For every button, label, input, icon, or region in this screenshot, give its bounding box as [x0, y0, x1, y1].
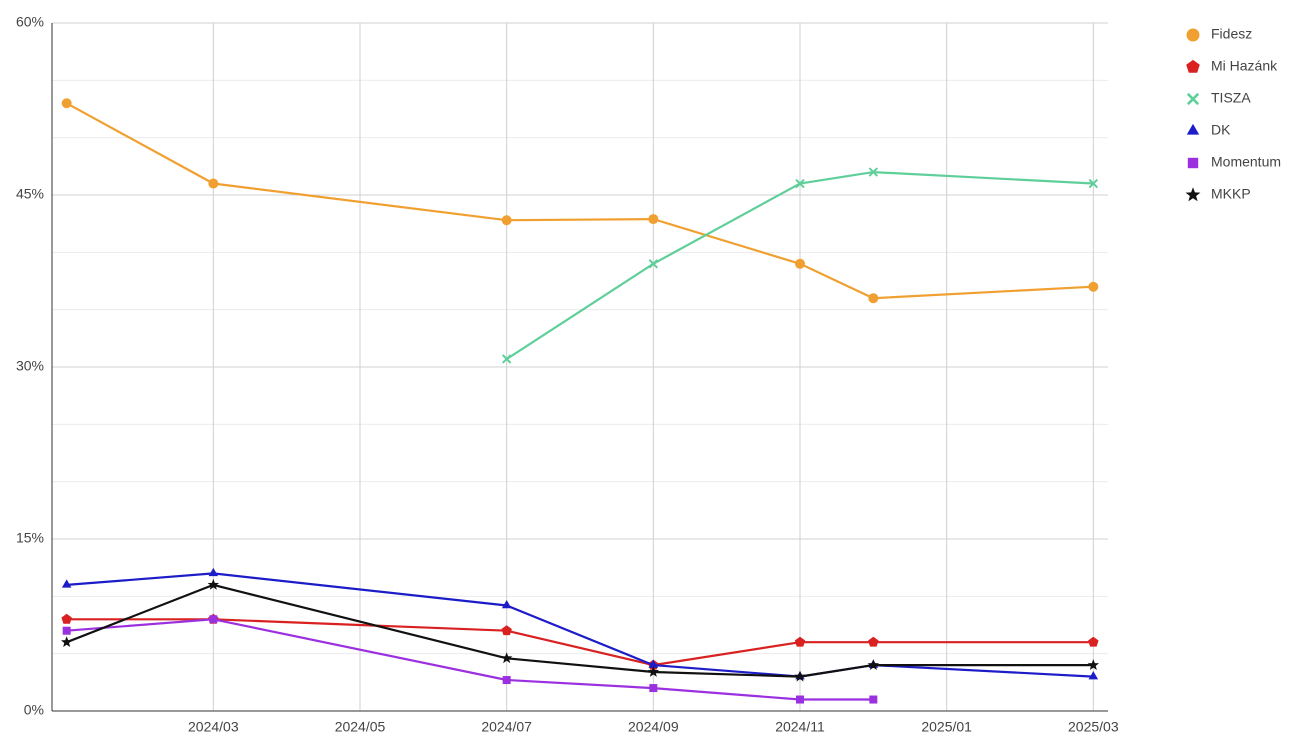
x-tick-label: 2024/09 [628, 719, 679, 735]
y-tick-label: 45% [16, 186, 44, 202]
data-point [1088, 636, 1099, 647]
data-point [60, 636, 73, 648]
data-point [795, 178, 805, 189]
data-point [795, 258, 805, 269]
data-point [1088, 281, 1099, 292]
data-point [208, 178, 219, 189]
legend-marker [1186, 59, 1200, 73]
data-point [208, 567, 219, 577]
data-point [501, 625, 512, 636]
legend-marker [1187, 157, 1199, 169]
data-point [794, 636, 806, 647]
legend-label: Fidesz [1211, 26, 1252, 42]
data-point [868, 167, 879, 177]
legend-marker [1186, 92, 1200, 106]
series-line [66, 572, 1094, 678]
legend-label: Mi Hazánk [1211, 58, 1278, 74]
data-point [500, 652, 513, 664]
data-point [207, 578, 220, 590]
data-point [502, 676, 511, 685]
data-point [61, 98, 72, 109]
data-point [868, 293, 879, 304]
data-point [867, 659, 880, 670]
data-point [61, 613, 72, 624]
x-tick-label: 2024/05 [335, 719, 386, 735]
data-point [648, 214, 659, 225]
x-tick-label: 2025/01 [921, 719, 972, 735]
y-tick-label: 60% [16, 14, 44, 30]
series-line [66, 583, 1094, 678]
legend-label: DK [1211, 122, 1231, 138]
legend-label: MKKP [1211, 186, 1251, 202]
legend-label: TISZA [1211, 90, 1251, 106]
data-point [794, 670, 806, 682]
data-point [501, 600, 512, 609]
data-point [647, 666, 660, 677]
data-point [1088, 178, 1099, 189]
legend-marker [1185, 187, 1201, 202]
data-point [61, 579, 72, 588]
series-line [66, 618, 1094, 667]
data-point [1087, 659, 1100, 670]
y-tick-label: 30% [16, 358, 44, 374]
y-tick-label: 15% [16, 530, 44, 546]
data-point [868, 636, 879, 647]
data-point [648, 259, 659, 269]
data-point [209, 615, 218, 624]
data-point [796, 695, 804, 704]
data-point [649, 684, 658, 693]
data-point [501, 215, 512, 226]
data-point [1088, 671, 1099, 680]
data-point [501, 354, 512, 364]
x-tick-label: 2024/11 [775, 719, 825, 735]
x-tick-label: 2025/03 [1068, 719, 1119, 735]
x-tick-label: 2024/03 [188, 719, 239, 735]
legend-marker [1186, 123, 1200, 135]
y-tick-label: 0% [24, 702, 44, 718]
x-tick-label: 2024/07 [481, 719, 532, 735]
data-point [648, 659, 659, 668]
series-line [66, 102, 1094, 300]
data-point [62, 626, 71, 635]
legend-label: Momentum [1211, 154, 1281, 170]
legend-marker [1186, 28, 1200, 42]
data-point [869, 695, 878, 704]
series-line [66, 618, 874, 701]
